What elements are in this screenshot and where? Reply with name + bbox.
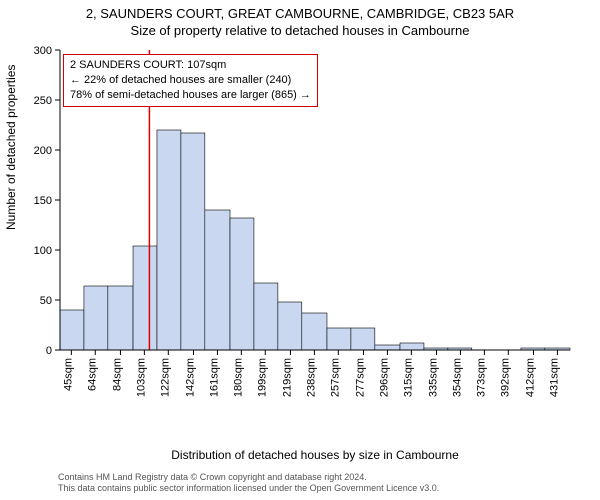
histogram-bar (157, 130, 181, 350)
histogram-bar (60, 310, 84, 350)
histogram-bar (205, 210, 230, 350)
y-tick-label: 200 (34, 145, 52, 157)
x-tick-label: 315sqm (402, 358, 414, 397)
y-tick-label: 150 (34, 195, 52, 207)
x-tick-label: 122sqm (159, 358, 171, 397)
x-tick-label: 64sqm (86, 358, 98, 391)
x-tick-label: 142sqm (184, 358, 196, 397)
y-axis-label: Number of detached properties (4, 65, 18, 230)
y-tick-label: 300 (34, 45, 52, 57)
x-tick-label: 103sqm (135, 358, 147, 397)
y-tick-label: 0 (46, 345, 52, 357)
x-axis-label: Distribution of detached houses by size … (0, 448, 600, 462)
x-tick-label: 199sqm (256, 358, 268, 397)
y-tick-label: 100 (34, 245, 52, 257)
histogram-bar (327, 328, 351, 350)
info-box: 2 SAUNDERS COURT: 107sqm ← 22% of detach… (63, 54, 318, 107)
x-tick-label: 257sqm (329, 358, 341, 397)
info-line-3: 78% of semi-detached houses are larger (… (70, 88, 311, 103)
x-tick-label: 335sqm (428, 358, 440, 397)
info-line-2: ← 22% of detached houses are smaller (24… (70, 73, 311, 88)
title-sub: Size of property relative to detached ho… (0, 21, 600, 42)
y-tick-label: 50 (40, 295, 52, 307)
footer-line-2: This data contains public sector informa… (58, 483, 439, 494)
histogram-bar (375, 345, 400, 350)
histogram-bar (351, 328, 375, 350)
x-tick-label: 219sqm (281, 358, 293, 397)
histogram-bar (108, 286, 133, 350)
footer: Contains HM Land Registry data © Crown c… (58, 472, 439, 494)
x-tick-label: 180sqm (232, 358, 244, 397)
x-tick-label: 45sqm (62, 358, 74, 391)
histogram-bar (84, 286, 108, 350)
y-tick-label: 250 (34, 95, 52, 107)
x-tick-label: 238sqm (305, 358, 317, 397)
histogram-bar (302, 313, 327, 350)
x-tick-label: 296sqm (378, 358, 390, 397)
title-main: 2, SAUNDERS COURT, GREAT CAMBOURNE, CAMB… (0, 0, 600, 21)
x-tick-label: 373sqm (475, 358, 487, 397)
histogram-bar (181, 133, 205, 350)
footer-line-1: Contains HM Land Registry data © Crown c… (58, 472, 439, 483)
x-tick-label: 354sqm (451, 358, 463, 397)
x-tick-label: 412sqm (524, 358, 536, 397)
x-tick-label: 84sqm (111, 358, 123, 391)
histogram-bar (133, 246, 157, 350)
histogram-bar (278, 302, 302, 350)
x-tick-label: 277sqm (354, 358, 366, 397)
histogram-bar (254, 283, 278, 350)
x-tick-label: 431sqm (548, 358, 560, 397)
histogram-bar (400, 343, 424, 350)
info-line-1: 2 SAUNDERS COURT: 107sqm (70, 58, 311, 73)
x-tick-label: 392sqm (499, 358, 511, 397)
histogram-bar (230, 218, 254, 350)
x-tick-label: 161sqm (208, 358, 220, 397)
